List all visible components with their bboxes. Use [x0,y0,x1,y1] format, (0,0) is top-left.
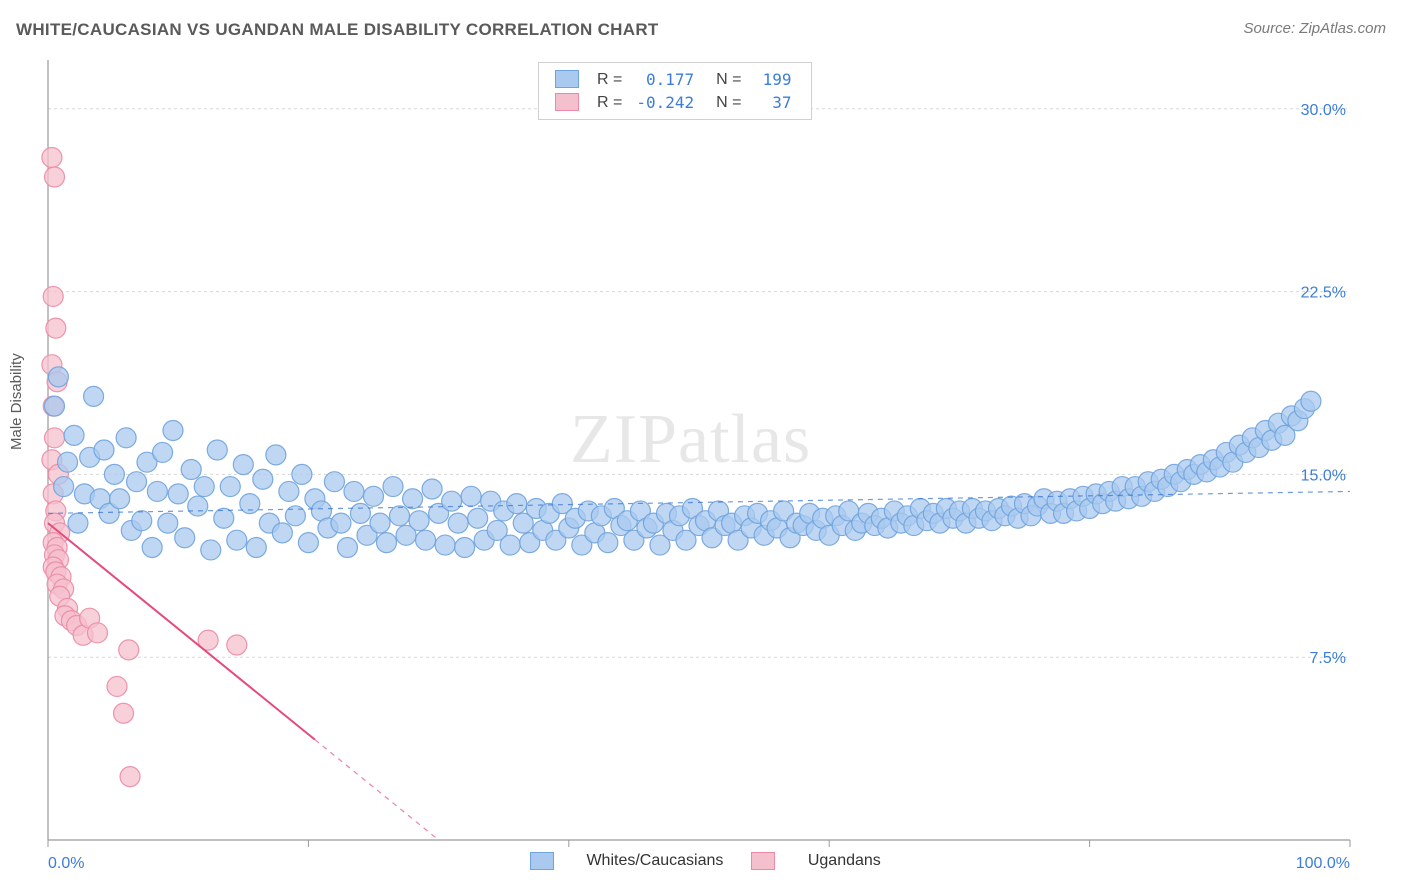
chart-container: WHITE/CAUCASIAN VS UGANDAN MALE DISABILI… [0,0,1406,892]
series-legend: Whites/Caucasians Ugandans [530,852,909,870]
stats-legend: R =0.177N =199R =-0.242N =37 [538,62,812,120]
svg-text:0.0%: 0.0% [48,855,84,872]
svg-text:15.0%: 15.0% [1301,467,1346,484]
svg-text:30.0%: 30.0% [1301,102,1346,119]
svg-text:100.0%: 100.0% [1296,855,1350,872]
svg-text:22.5%: 22.5% [1301,285,1346,302]
scatter-chart: 7.5% 15.0% 22.5% 30.0% 0.0% 100.0% [0,0,1406,892]
svg-text:7.5%: 7.5% [1310,650,1346,667]
